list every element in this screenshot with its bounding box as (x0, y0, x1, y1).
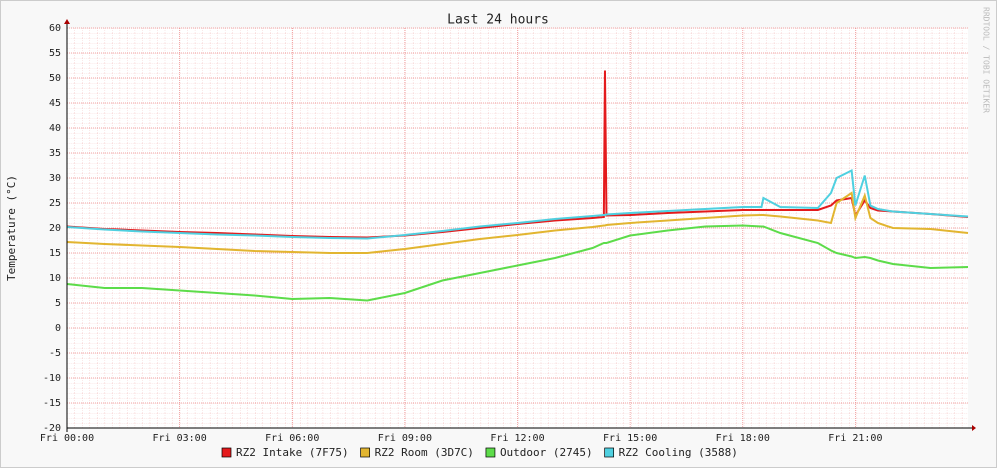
y-tick-label: 40 (49, 123, 61, 134)
x-tick-label: Fri 21:00 (828, 433, 882, 444)
x-tick-label: Fri 18:00 (716, 433, 770, 444)
y-tick-label: 15 (49, 248, 61, 259)
y-tick-label: 5 (55, 298, 61, 309)
y-tick-label: 60 (49, 23, 61, 34)
y-tick-label: 45 (49, 98, 61, 109)
y-tick-label: -5 (49, 348, 61, 359)
legend-label: RZ2 Intake (7F75) (236, 446, 349, 459)
x-tick-label: Fri 03:00 (153, 433, 207, 444)
y-tick-label: 50 (49, 73, 61, 84)
axes (64, 19, 976, 432)
series-line (66, 168, 969, 240)
legend-label: RZ2 Room (3D7C) (375, 446, 474, 459)
y-tick-label: 35 (49, 148, 61, 159)
y-tick-label: -10 (43, 373, 61, 384)
x-tick-label: Fri 06:00 (265, 433, 319, 444)
watermark: RRDTOOL / TOBI OETIKER (982, 7, 991, 113)
y-tick-label: 10 (49, 273, 61, 284)
legend-swatch (221, 447, 232, 458)
y-tick-label: -20 (43, 423, 61, 434)
y-axis-label: Temperature (°C) (5, 175, 18, 281)
series-line (66, 224, 969, 302)
y-arrow (64, 19, 70, 24)
x-tick-label: Fri 00:00 (40, 433, 94, 444)
legend: RZ2 Intake (7F75) RZ2 Room (3D7C) Outdoor … (221, 446, 738, 459)
y-tick-label: 20 (49, 223, 61, 234)
series-line (66, 191, 969, 254)
y-tick-label: -15 (43, 398, 61, 409)
x-tick-label: Fri 15:00 (603, 433, 657, 444)
y-tick-label: 55 (49, 48, 61, 59)
x-arrow (972, 425, 976, 431)
y-tick-label: 30 (49, 173, 61, 184)
legend-label: Outdoor (2745) (500, 446, 593, 459)
legend-swatch (604, 447, 615, 458)
legend-swatch (485, 447, 496, 458)
x-tick-label: Fri 12:00 (490, 433, 544, 444)
y-tick-label: 0 (55, 323, 61, 334)
y-tick-label: 25 (49, 198, 61, 209)
legend-swatch (360, 447, 370, 458)
x-tick-label: Fri 09:00 (378, 433, 432, 444)
lines (66, 70, 969, 302)
chart-title: Last 24 hours (447, 13, 549, 28)
legend-label: RZ2 Cooling (3588) (619, 446, 738, 459)
